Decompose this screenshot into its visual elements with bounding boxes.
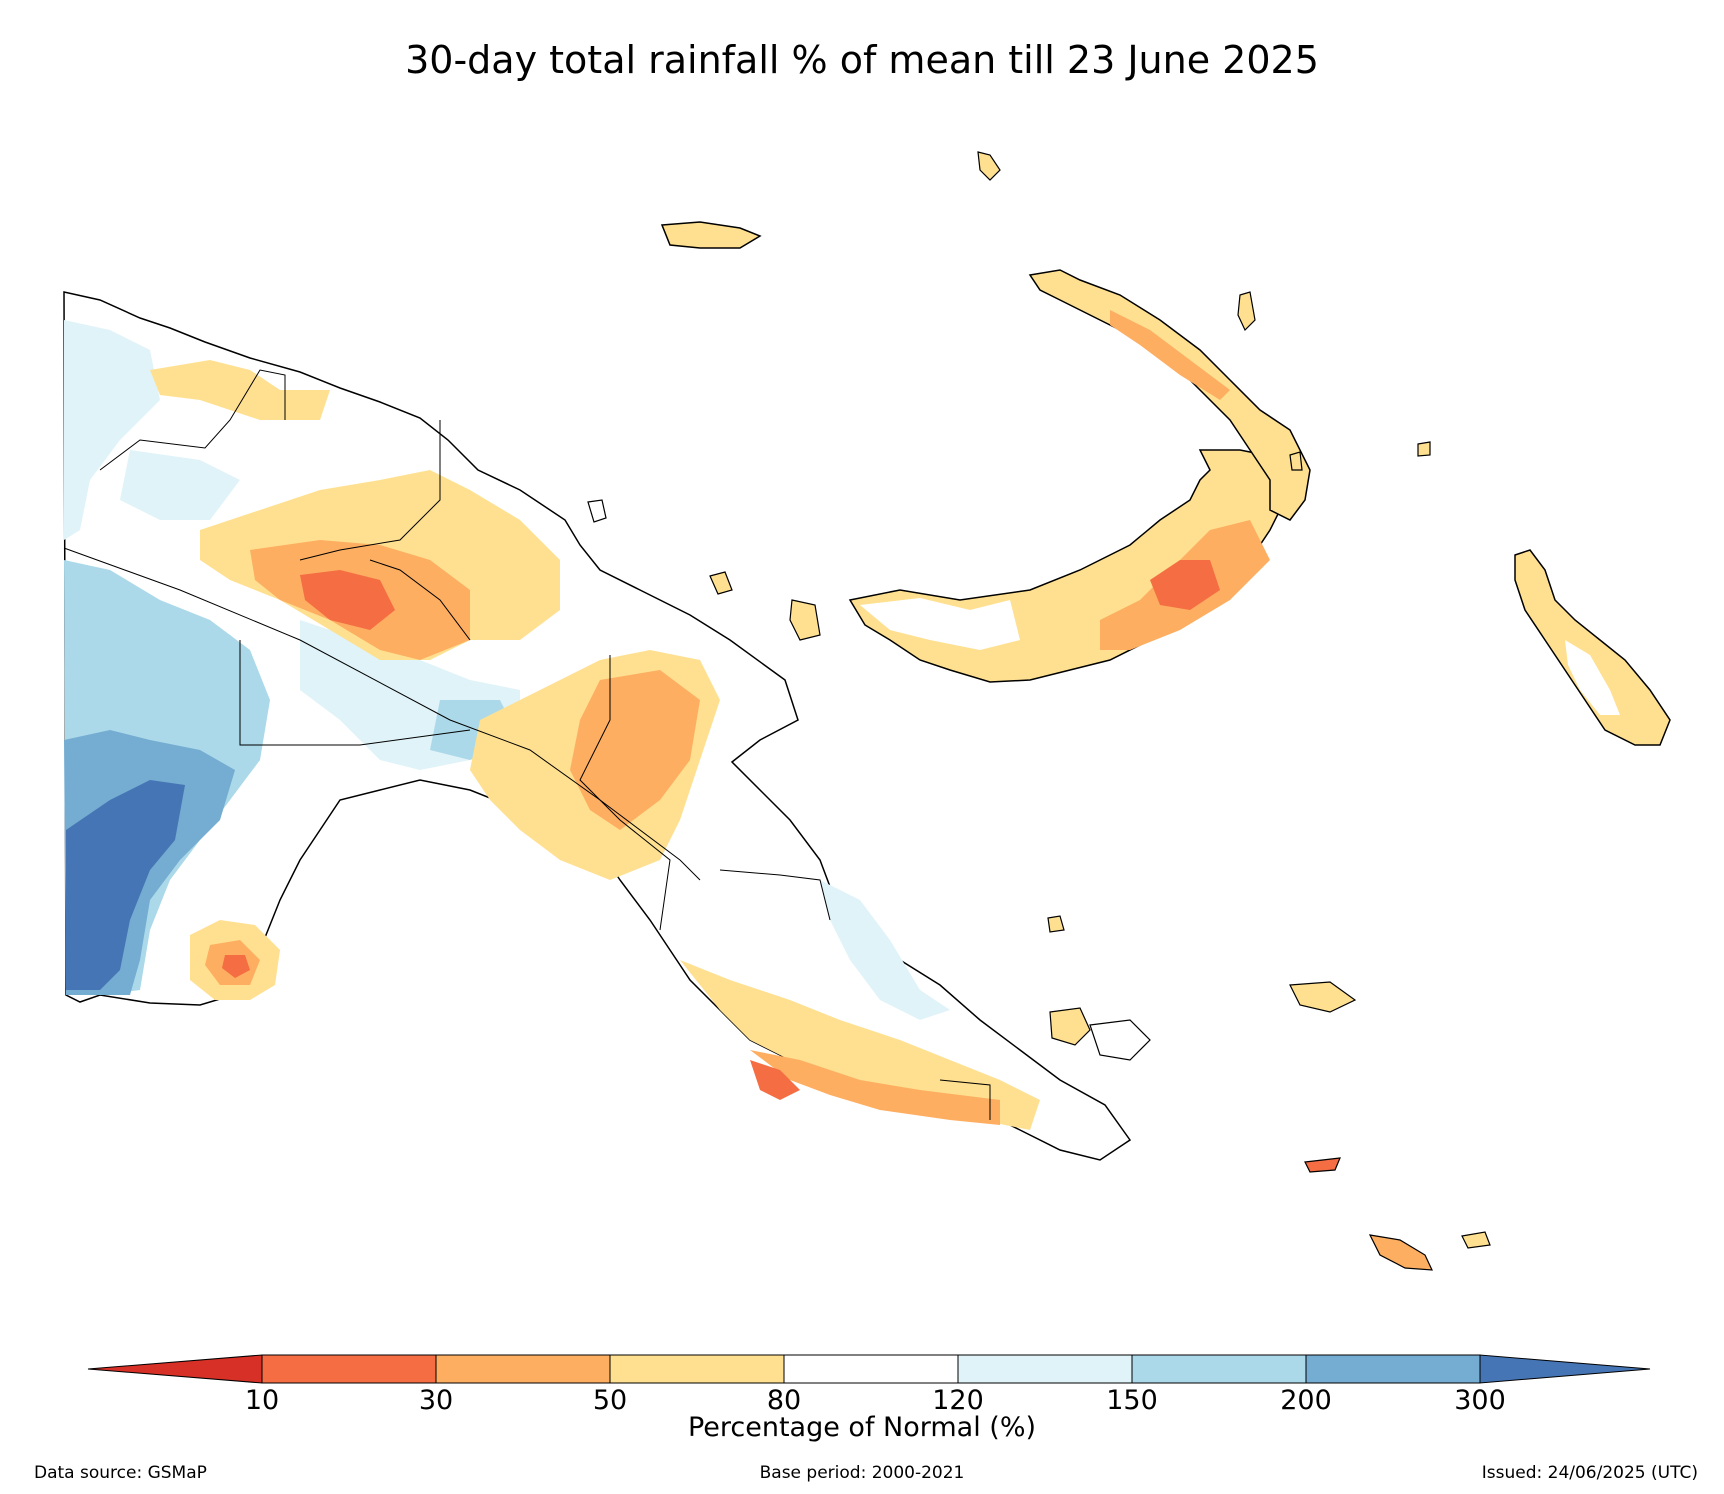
new-britain-white (860, 598, 1020, 650)
island-north-8 (1047, 915, 1065, 933)
island-north-6 (1289, 451, 1303, 471)
colorbar-segment (609, 1354, 785, 1384)
bougainville (1514, 549, 1671, 746)
rossel-island (1304, 1157, 1341, 1173)
island-north-4 (1237, 291, 1256, 332)
colorbar-tick: 50 (592, 1385, 628, 1416)
colorbar-tick: 120 (932, 1385, 984, 1416)
colorbar-tick: 300 (1454, 1385, 1506, 1416)
orange-peninsula (750, 1050, 1000, 1125)
island-north-3 (789, 599, 821, 641)
colorbar-tick: 200 (1280, 1385, 1332, 1416)
red-peninsula (750, 1060, 800, 1100)
dentrecasteaux-island-2 (1089, 1019, 1151, 1061)
manus-island (660, 221, 762, 249)
yellow-peninsula (680, 960, 1040, 1130)
colorbar-segment (261, 1354, 437, 1384)
colorbar-tick: 80 (766, 1385, 802, 1416)
red-highlands (300, 570, 395, 630)
rainfall-map (63, 151, 1671, 1271)
lightblue-mid (120, 450, 240, 520)
woodlark-island (1289, 981, 1357, 1013)
sudest-island (1368, 1234, 1433, 1271)
new-ireland-orange (1110, 310, 1230, 400)
colorbar-segment (783, 1354, 959, 1384)
colorbar-extend-high (1479, 1354, 1651, 1384)
colorbar-tick: 10 (244, 1385, 280, 1416)
colorbar-label: Percentage of Normal (%) (687, 1412, 1037, 1443)
colorbar-tick: 30 (418, 1385, 454, 1416)
island-north-1 (977, 151, 1001, 181)
mainland-shading (63, 291, 1132, 1161)
island-north-2 (709, 571, 733, 595)
colorbar-tick: 150 (1106, 1385, 1158, 1416)
province-boundaries (63, 369, 991, 1120)
new-britain (848, 449, 1291, 683)
lightblue-north-west (64, 320, 160, 540)
colorbar-extend-low (87, 1354, 263, 1384)
data-source-note: Data source: GSMaP (34, 1463, 207, 1483)
base-period-note: Base period: 2000-2021 (759, 1463, 965, 1483)
blue-deep (66, 780, 185, 990)
colorbar-segment (957, 1354, 1133, 1384)
dentrecasteaux-island-1 (1049, 1007, 1091, 1046)
map-title: 30-day total rainfall % of mean till 23 … (405, 38, 1319, 82)
small-island-se (1461, 1231, 1491, 1249)
orange-east (570, 670, 700, 830)
island-north-7 (587, 499, 607, 523)
lightblue-peninsula (820, 880, 950, 1020)
new-britain-red (1150, 560, 1220, 610)
colorbar-segment (435, 1354, 611, 1384)
colorbar-segment (1131, 1354, 1307, 1384)
issued-date-note: Issued: 24/06/2025 (UTC) (1481, 1463, 1698, 1483)
bougainville-white (1565, 640, 1620, 715)
red-south (222, 955, 250, 978)
island-north-5 (1417, 441, 1431, 457)
colorbar-segment (1305, 1354, 1481, 1384)
